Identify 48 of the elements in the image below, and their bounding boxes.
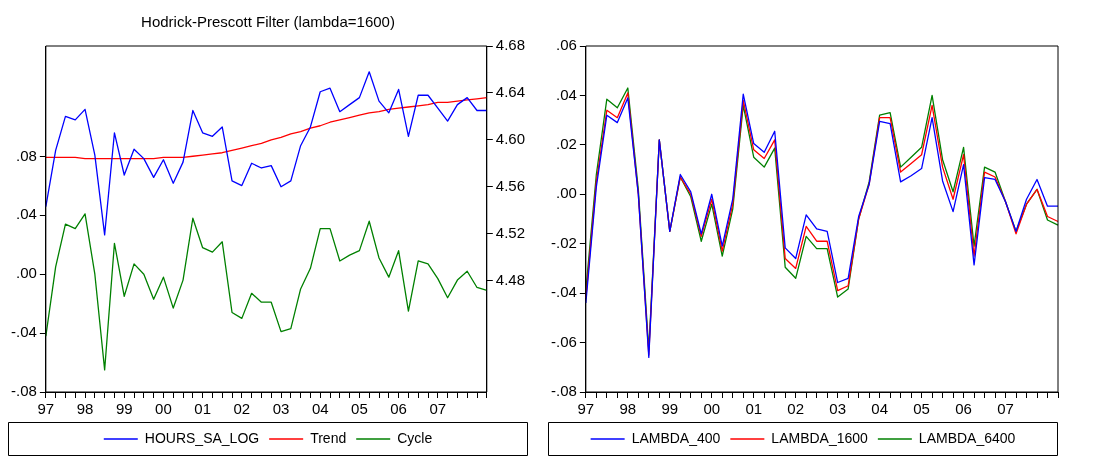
- y-tick-label: .04: [15, 205, 37, 223]
- x-tick-label: 02: [787, 400, 805, 418]
- x-tick-label: 07: [429, 400, 447, 418]
- legend-label: Cycle: [397, 429, 433, 446]
- legend-label: LAMBDA_6400: [918, 429, 1016, 446]
- y2-tick-label: 4.48: [495, 270, 526, 288]
- y-tick-label: -.08: [550, 382, 577, 400]
- x-tick-label: 05: [913, 400, 930, 418]
- y2-tick-label: 4.64: [495, 83, 526, 101]
- y2-tick-label: 4.68: [495, 36, 526, 54]
- chart-title: Hodrick-Prescott Filter (lambda=1600): [141, 13, 395, 31]
- y-tick-label: -.08: [10, 382, 37, 400]
- x-tick-label: 99: [115, 400, 133, 418]
- x-tick-label: 97: [577, 400, 595, 418]
- legend-label: Trend: [310, 429, 347, 446]
- x-tick-label: 06: [390, 400, 407, 418]
- y2-tick-label: 4.56: [495, 176, 526, 194]
- legend-label: LAMBDA_400: [631, 429, 721, 446]
- x-tick-label: 01: [745, 400, 763, 418]
- y-tick-label: .06: [555, 36, 577, 54]
- x-tick-label: 98: [619, 400, 637, 418]
- y-tick-label: .08: [15, 146, 37, 164]
- y2-tick-label: 4.60: [495, 129, 526, 147]
- y-tick-label: -.06: [550, 332, 577, 350]
- x-tick-label: 01: [194, 400, 211, 418]
- y-tick-label: .02: [555, 135, 577, 152]
- x-tick-label: 04: [311, 400, 329, 418]
- y-tick-label: .04: [555, 85, 577, 103]
- y-tick-label: -.04: [550, 283, 577, 301]
- x-tick-label: 06: [955, 400, 972, 418]
- y-tick-label: .00: [15, 264, 37, 282]
- x-tick-label: 04: [871, 400, 888, 418]
- y-tick-label: -.02: [550, 233, 577, 251]
- legend-label: LAMBDA_1600: [771, 429, 869, 446]
- x-tick-label: 02: [233, 400, 251, 418]
- x-tick-label: 99: [661, 400, 679, 418]
- x-tick-label: 00: [703, 400, 721, 418]
- x-tick-label: 98: [76, 400, 94, 418]
- x-tick-label: 05: [351, 400, 368, 418]
- x-tick-label: 03: [272, 400, 290, 418]
- x-tick-label: 97: [37, 400, 55, 418]
- legend-label: HOURS_SA_LOG: [144, 429, 260, 446]
- x-tick-label: 00: [155, 400, 172, 418]
- x-tick-label: 07: [997, 400, 1014, 418]
- y-tick-label: .00: [555, 184, 577, 202]
- y-tick-label: -.04: [10, 323, 37, 341]
- y2-tick-label: 4.52: [495, 223, 526, 241]
- x-tick-label: 03: [829, 400, 847, 418]
